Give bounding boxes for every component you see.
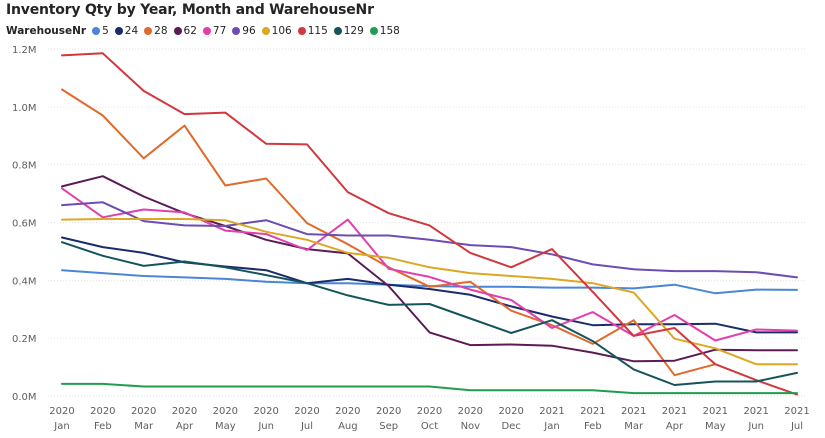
legend-title: WarehouseNr [6, 25, 87, 37]
legend-item-115[interactable]: 115 [297, 25, 328, 37]
legend-label: 96 [242, 25, 256, 37]
x-tick-year: 2020 [49, 406, 74, 417]
legend-marker [92, 27, 101, 35]
legend-item-96[interactable]: 96 [232, 25, 256, 37]
legend-label: 5 [102, 25, 109, 37]
x-tick-month: Aug [338, 421, 358, 432]
legend-item-129[interactable]: 129 [333, 25, 364, 37]
x-tick-month: Apr [176, 421, 194, 432]
x-tick-year: 2020 [90, 406, 115, 417]
x-tick-month: May [215, 421, 236, 432]
x-tick-month: Nov [461, 421, 481, 432]
x-tick-year: 2021 [703, 406, 728, 417]
x-tick-year: 2021 [662, 406, 687, 417]
x-tick-month: Sep [379, 421, 398, 432]
legend-item-5[interactable]: 5 [92, 25, 109, 37]
legend-label: 158 [379, 25, 400, 37]
legend-marker [297, 27, 306, 35]
x-tick-year: 2020 [498, 406, 523, 417]
x-tick-month: Mar [134, 421, 154, 432]
legend-label: 77 [212, 25, 227, 37]
x-tick-year: 2020 [376, 406, 401, 417]
legend-item-28[interactable]: 28 [144, 25, 168, 37]
y-tick-label: 0.4M [12, 276, 37, 287]
x-tick-month: Feb [94, 421, 112, 432]
legend-items: 5 24 28 62 77 96 106 115 129 158 [92, 25, 406, 37]
series-line-28 [61, 88, 717, 377]
legend-label: 115 [307, 25, 328, 37]
series-line-129 [61, 241, 798, 386]
y-tick-label: 0.0M [12, 392, 37, 403]
legend-marker [369, 27, 378, 35]
legend-marker [114, 27, 123, 35]
x-tick-month: Jan [543, 421, 559, 432]
x-tick-month: Oct [421, 421, 438, 432]
x-tick-month: Mar [624, 421, 644, 432]
x-tick-year: 2021 [784, 406, 809, 417]
legend-item-62[interactable]: 62 [173, 25, 197, 37]
legend-marker [173, 27, 182, 35]
legend-label: 62 [183, 25, 197, 37]
x-tick-month: Jun [747, 421, 764, 432]
y-tick-label: 1.0M [12, 103, 37, 114]
series-line-77 [61, 187, 798, 342]
legend-item-77[interactable]: 77 [202, 25, 227, 37]
y-tick-label: 0.6M [12, 219, 37, 230]
legend-label: 106 [271, 25, 292, 37]
legend-marker [333, 27, 342, 35]
x-tick-year: 2021 [743, 406, 768, 417]
x-tick-year: 2020 [294, 406, 319, 417]
legend-label: 28 [154, 25, 168, 37]
y-tick-label: 0.2M [12, 334, 37, 345]
legend-marker [144, 27, 153, 35]
series-line-62 [61, 175, 798, 363]
legend: WarehouseNr 5 24 28 62 77 96 106 115 129 158 [6, 23, 406, 39]
legend-label: 129 [343, 25, 364, 37]
x-tick-year: 2020 [417, 406, 442, 417]
chart-title: Inventory Qty by Year, Month and Warehou… [6, 2, 374, 18]
legend-marker [232, 27, 241, 35]
x-tick-month: Jun [257, 421, 274, 432]
series-line-96 [61, 201, 798, 279]
x-tick-month: May [705, 421, 726, 432]
series-line-158 [61, 382, 798, 395]
x-tick-year: 2021 [580, 406, 605, 417]
x-tick-month: Apr [666, 421, 684, 432]
legend-item-158[interactable]: 158 [369, 25, 400, 37]
series-line-115 [61, 52, 798, 396]
legend-item-24[interactable]: 24 [114, 25, 139, 37]
legend-marker [202, 27, 211, 35]
x-tick-month: Jul [790, 421, 803, 432]
x-tick-year: 2021 [621, 406, 646, 417]
legend-label: 24 [124, 25, 139, 37]
x-tick-year: 2020 [172, 406, 197, 417]
series-line-106 [61, 218, 798, 366]
x-tick-year: 2020 [213, 406, 238, 417]
y-tick-label: 0.8M [12, 161, 37, 172]
x-tick-month: Jul [300, 421, 313, 432]
x-tick-year: 2021 [539, 406, 564, 417]
x-tick-month: Feb [584, 421, 602, 432]
x-tick-month: Dec [501, 421, 520, 432]
legend-marker [261, 27, 270, 35]
x-tick-year: 2020 [458, 406, 483, 417]
legend-item-106[interactable]: 106 [261, 25, 292, 37]
x-tick-year: 2020 [253, 406, 278, 417]
x-tick-month: Jan [53, 421, 69, 432]
y-tick-label: 1.2M [12, 45, 37, 56]
x-tick-year: 2020 [131, 406, 156, 417]
x-tick-year: 2020 [335, 406, 360, 417]
series-line-24 [61, 236, 798, 334]
